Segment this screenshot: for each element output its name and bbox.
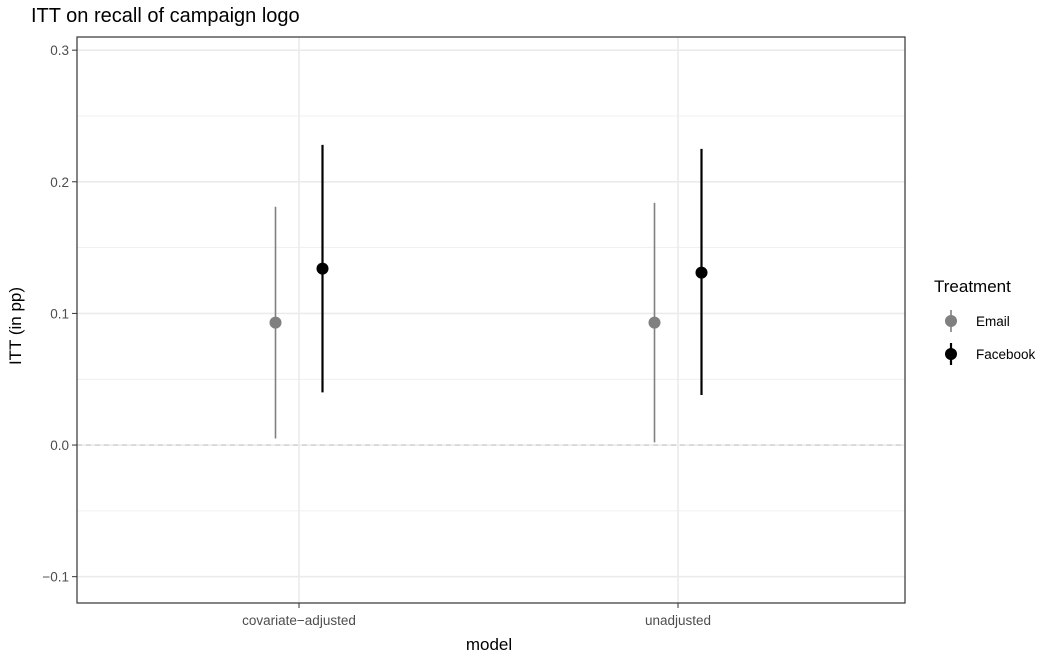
plot-panel	[77, 37, 905, 603]
legend-title: Treatment	[934, 277, 1011, 296]
point-estimate	[695, 266, 708, 279]
y-tick-label: 0.1	[50, 306, 69, 321]
y-tick-label: −0.1	[42, 570, 69, 585]
point-estimate	[648, 316, 661, 329]
x-axis-ticks: covariate−adjusted unadjusted	[242, 603, 711, 628]
point-estimate	[316, 262, 329, 275]
legend: Treatment Email Facebook	[934, 277, 1036, 365]
legend-key-point	[945, 348, 957, 360]
y-tick-label: 0.2	[50, 175, 69, 190]
chart-title: ITT on recall of campaign logo	[31, 5, 300, 27]
legend-label: Email	[976, 314, 1010, 329]
legend-key-point	[945, 315, 957, 327]
panel-background	[77, 37, 905, 603]
x-tick-label: covariate−adjusted	[242, 613, 356, 628]
y-axis-title: ITT (in pp)	[6, 287, 25, 365]
y-axis-ticks: −0.1 0.0 0.1 0.2 0.3	[42, 43, 77, 585]
y-tick-label: 0.3	[50, 43, 69, 58]
y-tick-label: 0.0	[50, 438, 69, 453]
legend-label: Facebook	[976, 347, 1036, 362]
data-marks	[269, 144, 708, 443]
point-estimate	[269, 316, 282, 329]
plot-border	[76, 36, 906, 604]
x-tick-label: unadjusted	[645, 613, 711, 628]
x-axis-title: model	[466, 635, 512, 654]
